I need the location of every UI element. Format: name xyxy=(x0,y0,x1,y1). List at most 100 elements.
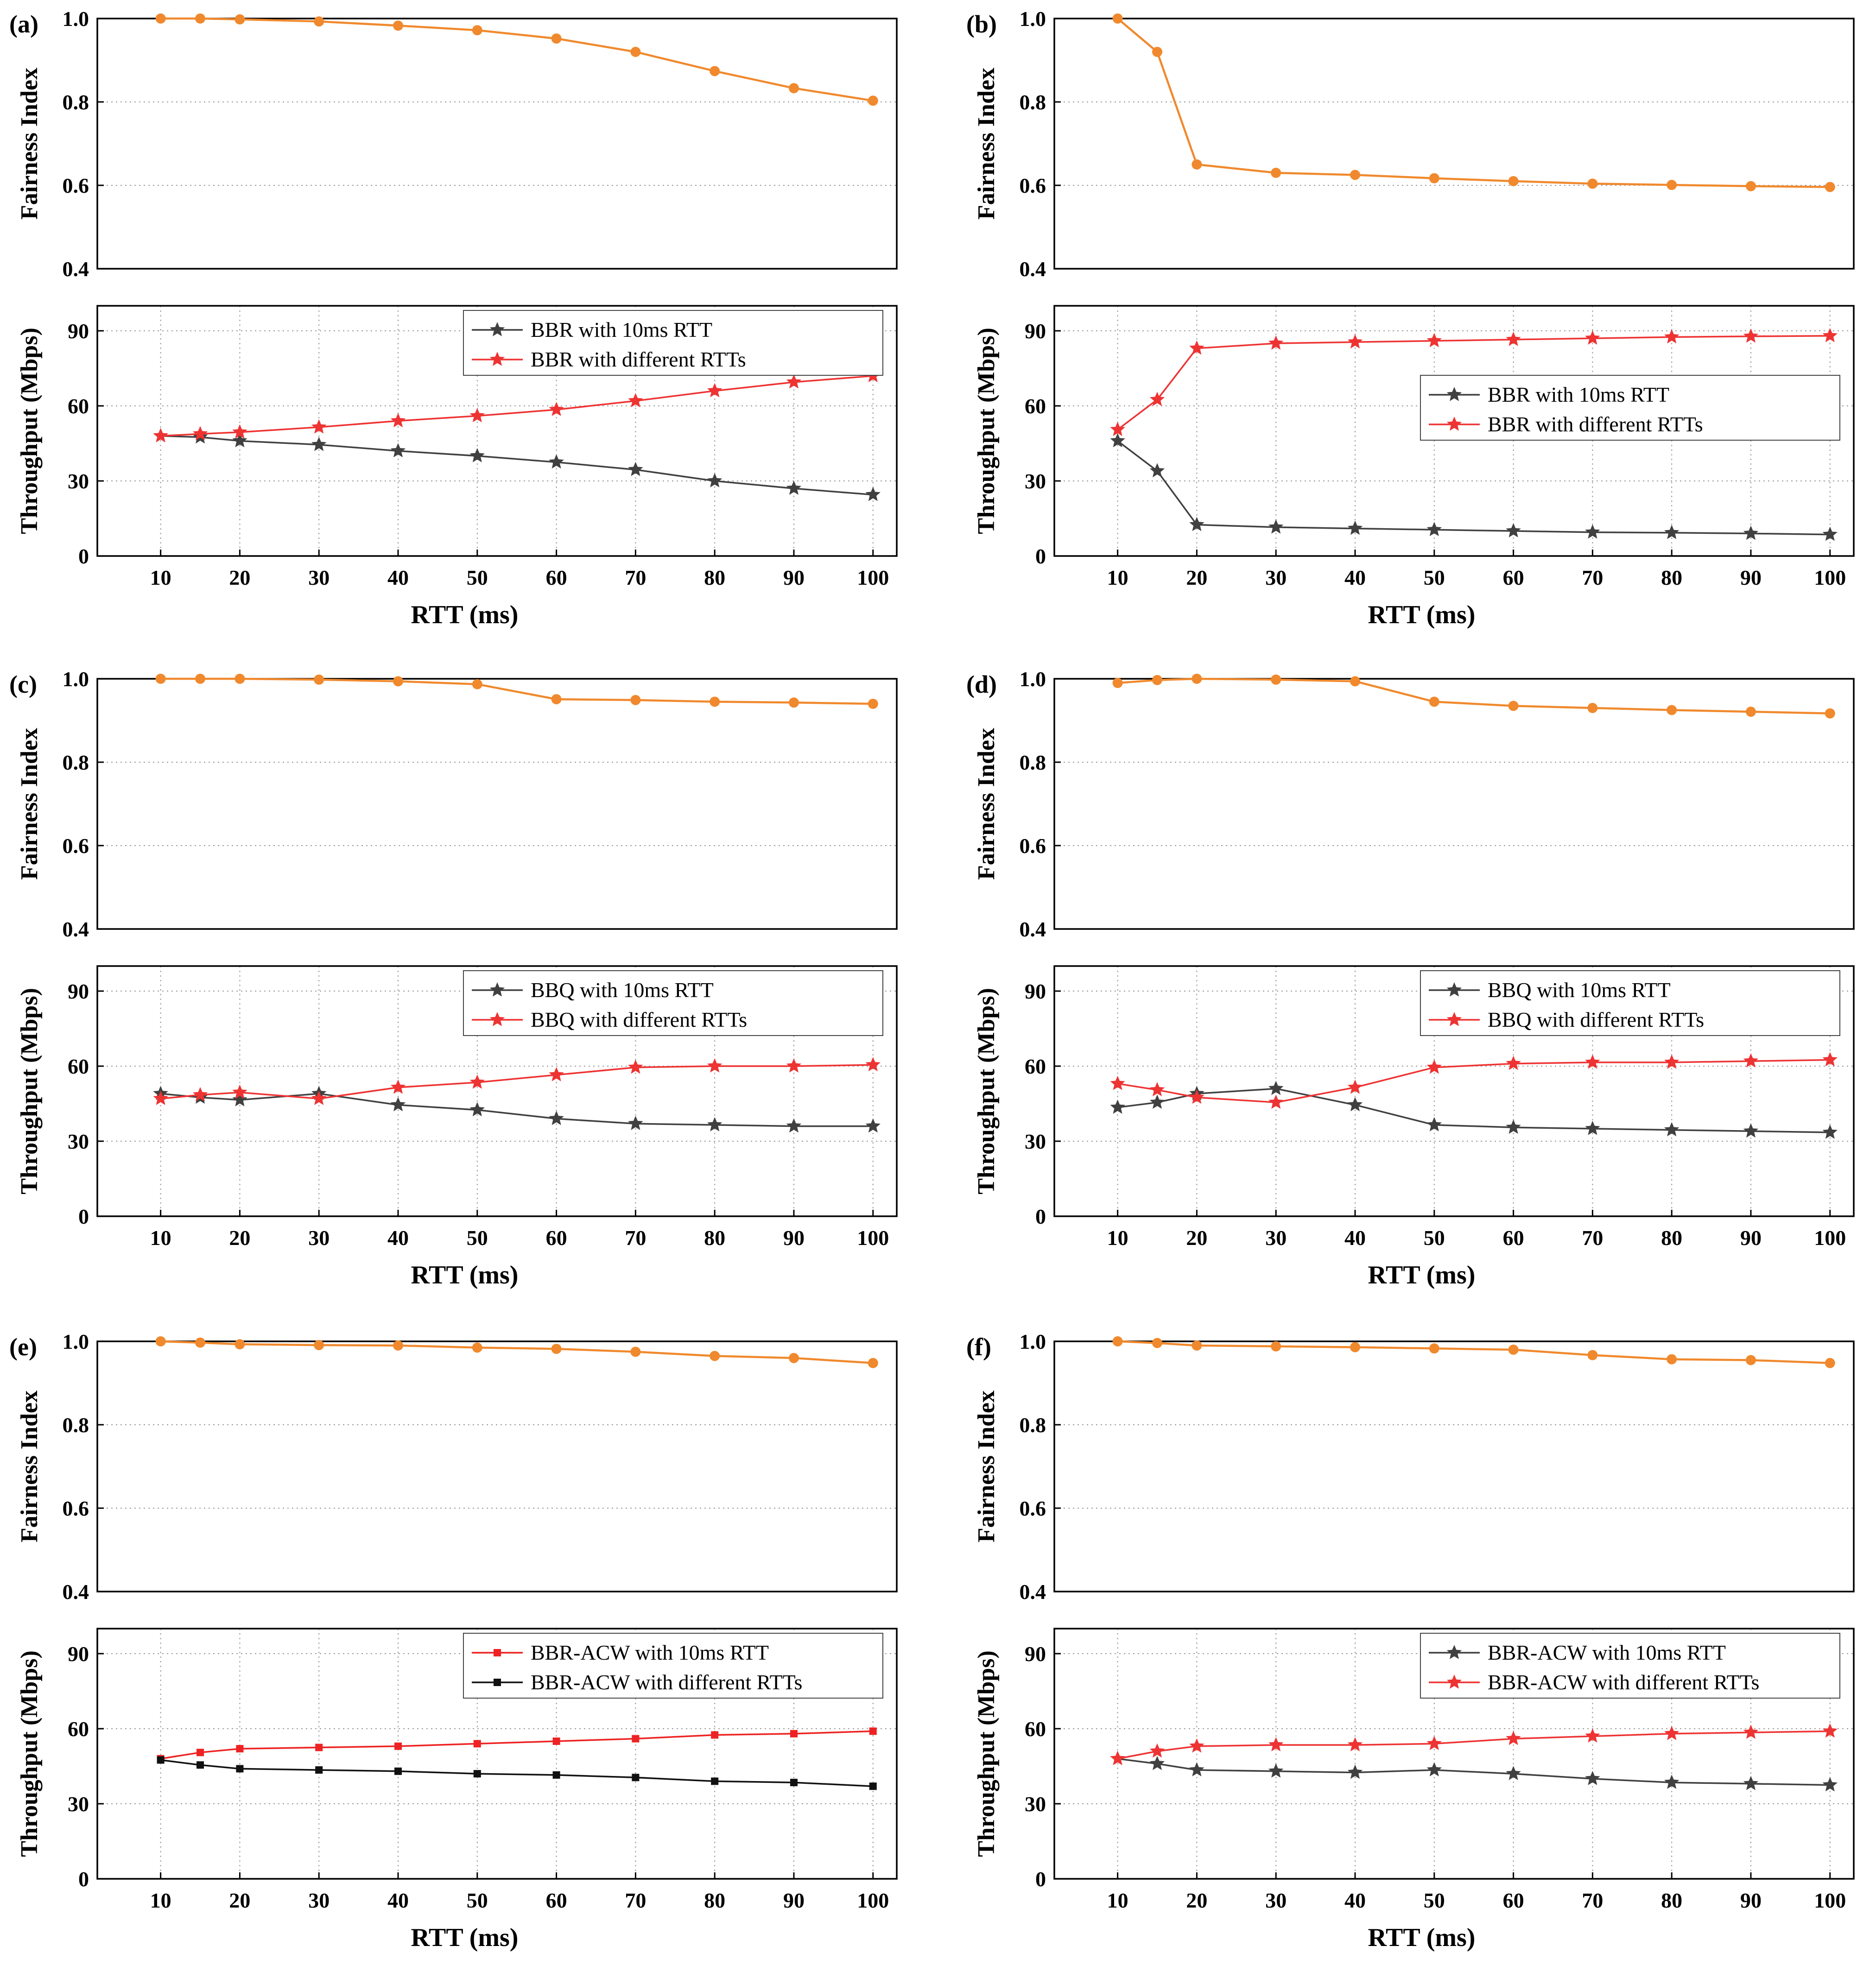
data-point xyxy=(1149,463,1165,478)
fairness-line xyxy=(160,1340,873,1365)
data-point xyxy=(1189,517,1204,531)
x-tick-label: 30 xyxy=(1265,1889,1287,1912)
y-tick-label: 0.4 xyxy=(1020,257,1046,281)
x-tick-label: 70 xyxy=(625,1889,646,1912)
y-axis-label: Throughput (Mbps) xyxy=(16,988,43,1194)
fairness-plot: 0.4 0.6 0.8 1.0 Fairness Index xyxy=(973,667,1855,941)
fairness-line xyxy=(1117,1340,1830,1365)
legend-label: BBQ with 10ms RTT xyxy=(531,978,714,1002)
y-axis-label: Fairness Index xyxy=(16,728,43,880)
data-point xyxy=(1347,520,1363,535)
data-point xyxy=(469,1074,485,1089)
x-tick-label: 50 xyxy=(467,1226,488,1250)
x-tick-label: 80 xyxy=(704,1889,725,1912)
fairness-point xyxy=(868,95,878,106)
y-tick-label: 60 xyxy=(68,1717,89,1741)
x-tick-label: 40 xyxy=(387,1889,409,1912)
fairness-point xyxy=(1429,696,1439,707)
y-tick-label: 30 xyxy=(1025,1792,1046,1816)
legend-swatch-marker xyxy=(1446,1645,1462,1659)
data-point xyxy=(1268,1763,1284,1778)
series-line xyxy=(1117,1730,1830,1760)
data-point xyxy=(1189,1762,1204,1776)
series-line xyxy=(160,1064,873,1099)
y-tick-label: 0.6 xyxy=(1020,1497,1046,1520)
fairness-point xyxy=(234,674,245,684)
fairness-point xyxy=(155,1336,166,1346)
y-tick-label: 90 xyxy=(68,979,89,1003)
data-point xyxy=(1426,1736,1442,1750)
plot-frame xyxy=(1053,18,1855,270)
y-tick-label: 0.6 xyxy=(63,1497,89,1520)
y-tick-label: 0.4 xyxy=(63,917,89,941)
data-point xyxy=(1149,392,1165,406)
data-point xyxy=(865,1118,881,1133)
panel-label: (f) xyxy=(966,1333,991,1361)
x-tick-label: 80 xyxy=(1661,566,1682,589)
fairness-point xyxy=(472,679,482,689)
data-point xyxy=(786,1058,802,1073)
data-point xyxy=(786,374,802,389)
legend-label: BBR-ACW with different RTTs xyxy=(1488,1670,1759,1694)
data-point xyxy=(153,1091,168,1105)
x-tick-label: 50 xyxy=(1424,1889,1445,1912)
legend-label: BBQ with 10ms RTT xyxy=(1488,978,1671,1002)
data-point xyxy=(1743,328,1759,343)
x-tick-label: 100 xyxy=(1814,1226,1846,1250)
data-point xyxy=(711,1731,719,1739)
legend-box xyxy=(1420,375,1840,441)
throughput-plot: 0 30 60 90 10 20 30 40 50 60 70 80 90 100 Throughput (… xyxy=(973,965,1855,1289)
data-point xyxy=(869,1782,877,1790)
x-axis-label: RTT (ms) xyxy=(1368,1261,1476,1289)
series-1 xyxy=(153,1086,881,1133)
panel-e: (e) 0.4 0.6 0.8 1.0 Fairness Index 0 30 60 90 10 20… xyxy=(9,1330,898,1952)
data-point xyxy=(1585,1728,1600,1743)
data-point xyxy=(1189,340,1204,355)
x-tick-label: 80 xyxy=(704,1226,725,1250)
data-point xyxy=(394,1767,402,1775)
x-tick-label: 40 xyxy=(387,1226,409,1250)
data-point xyxy=(1822,328,1838,342)
x-tick-label: 10 xyxy=(1107,1889,1128,1912)
data-point xyxy=(1664,1054,1680,1069)
y-tick-label: 60 xyxy=(1025,1717,1046,1741)
y-axis-label: Fairness Index xyxy=(16,1390,43,1542)
data-point xyxy=(1822,1052,1838,1067)
x-tick-label: 10 xyxy=(150,566,171,589)
y-tick-label: 0.6 xyxy=(63,174,89,197)
data-point xyxy=(1585,524,1600,539)
data-point xyxy=(786,1118,802,1133)
fairness-line xyxy=(160,677,873,705)
data-point xyxy=(865,487,881,501)
series-line xyxy=(160,1759,873,1787)
fairness-point xyxy=(1112,678,1123,688)
legend: BBR-ACW with 10ms RTT BBR-ACW with differ… xyxy=(463,1633,883,1699)
throughput-plot: 0 30 60 90 10 20 30 40 50 60 70 80 90 100 Throughput (… xyxy=(16,305,898,629)
data-point xyxy=(1585,1771,1600,1785)
fairness-point xyxy=(1587,178,1598,189)
legend: BBR-ACW with 10ms RTT BBR-ACW with differ… xyxy=(1420,1633,1840,1699)
fairness-point xyxy=(1508,176,1519,186)
y-tick-label: 30 xyxy=(68,1130,89,1153)
data-point xyxy=(473,1740,481,1748)
y-tick-label: 0 xyxy=(78,544,89,568)
plot-frame xyxy=(96,18,898,270)
series-2 xyxy=(1110,328,1838,436)
fairness-point xyxy=(1508,1345,1519,1355)
data-point xyxy=(390,1079,406,1094)
y-tick-label: 0.6 xyxy=(63,834,89,858)
data-point xyxy=(1268,1094,1284,1109)
data-point xyxy=(236,1765,244,1773)
data-point xyxy=(707,1117,723,1131)
fairness-point xyxy=(868,699,878,709)
data-point xyxy=(632,1735,640,1743)
throughput-plot: 0 30 60 90 10 20 30 40 50 60 70 80 90 100 Throughput (… xyxy=(973,1628,1855,1952)
panel-b: (b) 0.4 0.6 0.8 1.0 Fairness Index 0 30 60 90 10 20… xyxy=(966,7,1855,629)
fairness-point xyxy=(155,674,166,684)
legend: BBQ with 10ms RTT BBQ with different RTTs xyxy=(1420,970,1840,1036)
x-tick-label: 30 xyxy=(308,566,330,589)
fairness-point xyxy=(788,1353,799,1363)
data-point xyxy=(1506,523,1521,537)
fairness-point xyxy=(1112,1336,1123,1346)
